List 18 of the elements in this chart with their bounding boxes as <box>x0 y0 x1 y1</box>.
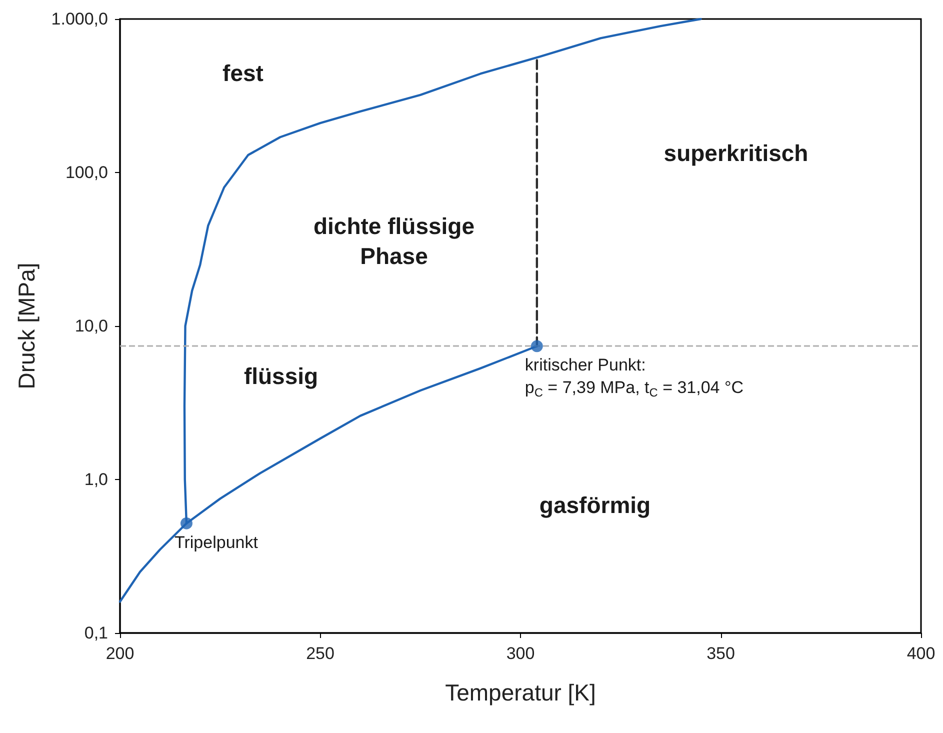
y-axis-title: Druck [MPa] <box>14 262 40 390</box>
x-axis-title: Temperatur [K] <box>445 680 596 706</box>
annotation: dichte flüssige Phase <box>313 213 475 269</box>
y-tick-label: 1.000,0 <box>51 10 108 28</box>
y-tick-label: 0,1 <box>84 624 108 642</box>
annotation: flüssig <box>244 363 318 389</box>
annotation: superkritisch <box>664 140 808 166</box>
y-tick-label: 100,0 <box>65 163 108 182</box>
x-tick-label: 200 <box>106 644 134 663</box>
x-tick-label: 400 <box>906 644 936 663</box>
annotation: fest <box>222 60 264 86</box>
annotation: Tripelpunkt <box>174 532 258 552</box>
y-tick-label: 10,0 <box>74 316 108 336</box>
annotation: gasförmig <box>539 492 651 518</box>
y-tick-label: 1,0 <box>84 470 108 489</box>
x-tick-label: 300 <box>506 644 535 663</box>
x-tick-label: 350 <box>706 644 735 663</box>
x-tick-label: 250 <box>306 644 334 663</box>
